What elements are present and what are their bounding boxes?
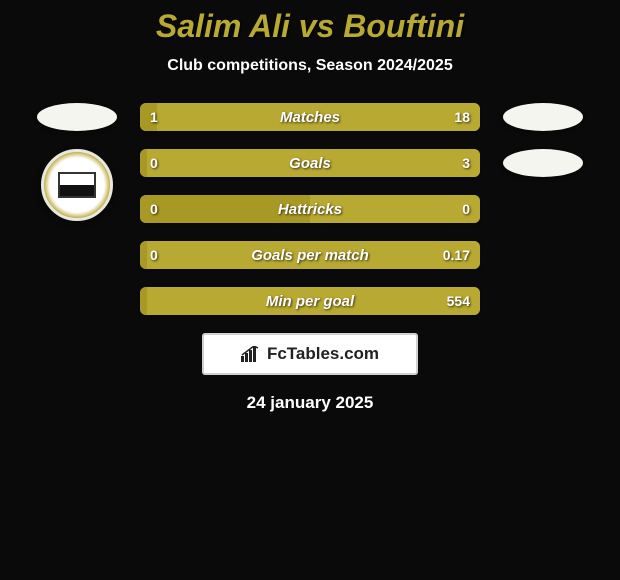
watermark-text: FcTables.com bbox=[267, 344, 379, 364]
left-player-col bbox=[32, 103, 122, 221]
stat-label: Matches bbox=[140, 103, 480, 131]
right-player-oval bbox=[503, 103, 583, 131]
stat-label: Goals bbox=[140, 149, 480, 177]
left-club-badge bbox=[41, 149, 113, 221]
stat-row: 00Hattricks bbox=[140, 195, 480, 223]
page-title: Salim Ali vs Bouftini bbox=[0, 8, 620, 45]
watermark-badge: FcTables.com bbox=[202, 333, 418, 375]
stat-label: Hattricks bbox=[140, 195, 480, 223]
chart-icon bbox=[241, 346, 261, 362]
stat-row: 03Goals bbox=[140, 149, 480, 177]
stat-label: Goals per match bbox=[140, 241, 480, 269]
right-club-oval bbox=[503, 149, 583, 177]
stat-bars: 118Matches 03Goals 00Hattricks 00.17Goals p… bbox=[140, 103, 480, 315]
stat-row: 118Matches bbox=[140, 103, 480, 131]
comparison-area: 118Matches 03Goals 00Hattricks 00.17Goals p… bbox=[0, 103, 620, 315]
comparison-card: Salim Ali vs Bouftini Club competitions,… bbox=[0, 0, 620, 413]
left-player-oval bbox=[37, 103, 117, 131]
subtitle: Club competitions, Season 2024/2025 bbox=[0, 57, 620, 75]
stat-label: Min per goal bbox=[140, 287, 480, 315]
snapshot-date: 24 january 2025 bbox=[0, 393, 620, 413]
right-player-col bbox=[498, 103, 588, 177]
stat-row: 554Min per goal bbox=[140, 287, 480, 315]
stat-row: 00.17Goals per match bbox=[140, 241, 480, 269]
